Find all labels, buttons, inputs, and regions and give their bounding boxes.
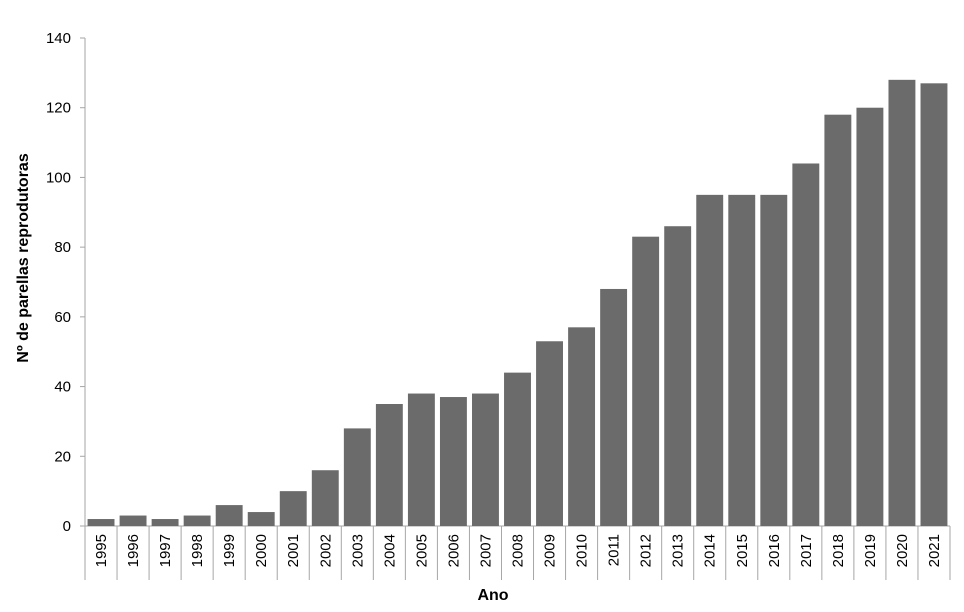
bar [600,288,628,526]
bar [632,236,660,526]
bar [375,404,403,526]
x-tick-label: 2007 [477,534,494,567]
bar [792,163,820,526]
bar [920,83,948,527]
bar [215,505,243,526]
bar [119,515,147,526]
x-tick-label: 1997 [157,534,174,567]
x-tick-label: 2009 [542,534,559,567]
bar [856,107,884,526]
y-tick-label: 80 [54,239,71,256]
x-tick-label: 1999 [221,534,238,567]
x-tick-label: 2017 [798,534,815,567]
x-tick-label: 2006 [445,534,462,567]
bar [664,226,692,526]
y-axis-title: Nº de parellas reprodutoras [15,153,32,363]
bar [696,194,724,526]
y-tick-label: 20 [54,448,71,465]
bar [87,519,115,526]
y-tick-label: 0 [63,518,71,535]
x-tick-label: 2016 [766,534,783,567]
bar [536,341,563,526]
bar [247,512,275,526]
x-tick-label: 2012 [638,534,655,567]
x-tick-label: 1995 [93,534,110,567]
x-tick-label: 2000 [253,534,270,567]
x-tick-label: 2005 [413,534,430,567]
y-tick-label: 60 [54,309,71,326]
bar [888,79,916,526]
y-tick-label: 100 [46,169,71,186]
x-tick-label: 2019 [862,534,879,567]
bar [568,327,596,526]
x-tick-label: 2013 [670,534,687,567]
y-tick-label: 140 [46,30,71,47]
x-tick-label: 1998 [189,534,206,567]
bar [151,519,179,526]
bar [504,372,531,526]
x-tick-label: 2003 [349,534,366,567]
x-tick-label: 2001 [285,534,302,567]
bar [824,114,852,526]
x-tick-label: 2002 [317,534,334,567]
bar [728,194,756,526]
x-tick-label: 2020 [894,534,911,567]
bar [407,393,435,526]
bar [311,470,339,526]
y-tick-label: 40 [54,379,71,396]
bar [760,194,788,526]
x-tick-label: 2008 [510,534,527,567]
x-tick-label: 2010 [574,534,591,567]
x-tick-label: 1996 [125,534,142,567]
x-tick-label: 2011 [606,534,623,566]
x-tick-label: 2018 [830,534,847,567]
x-axis-title: Ano [477,587,508,604]
x-tick-label: 2004 [381,534,398,567]
bar [472,393,499,526]
bar [279,491,307,526]
bar [343,428,371,526]
y-tick-label: 120 [46,100,71,117]
x-tick-label: 2014 [702,534,719,567]
x-tick-label: 2015 [734,534,751,567]
bar [183,515,211,526]
bar [439,397,467,526]
x-tick-label: 2021 [926,534,943,567]
